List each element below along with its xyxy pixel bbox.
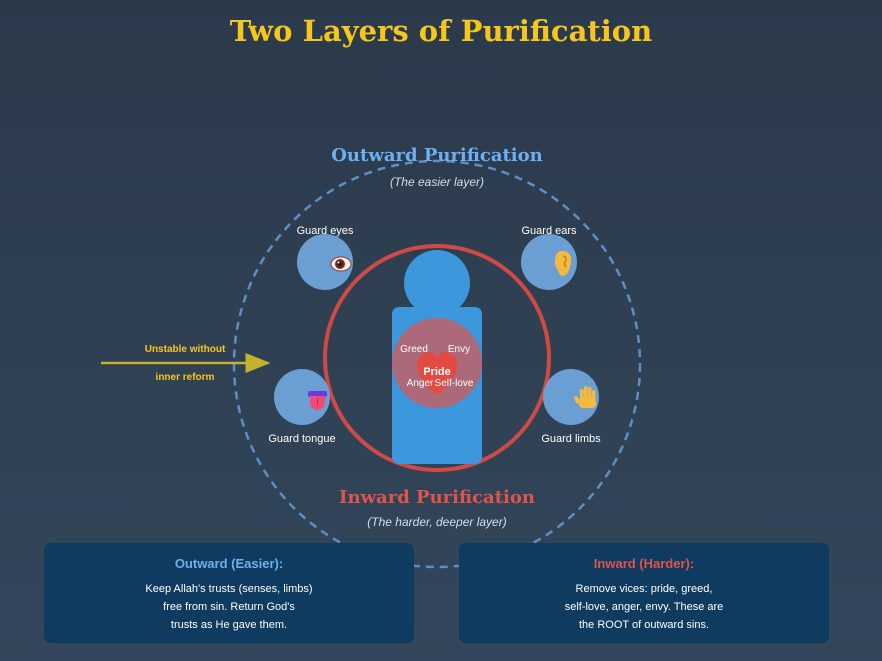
- figure-head: [404, 250, 470, 316]
- vice-anger: Anger: [407, 378, 434, 389]
- page-title: Two Layers of Purification: [229, 14, 653, 48]
- inward-box-line-2: self-love, anger, envy. These are: [564, 601, 724, 613]
- vice-greed: Greed: [400, 344, 428, 355]
- tongue-icon: [308, 391, 327, 410]
- guard-ears-item: Guard ears: [521, 225, 577, 290]
- guard-ears-label: Guard ears: [521, 225, 577, 237]
- guard-tongue-circle: [274, 369, 330, 425]
- outward-box-title: Outward (Easier):: [174, 556, 284, 571]
- guard-eyes-item: Guard eyes: [297, 225, 354, 290]
- ear-icon: [555, 251, 572, 276]
- guard-eyes-label: Guard eyes: [297, 225, 354, 237]
- vice-pride: Pride: [423, 366, 451, 378]
- guard-limbs-circle: [543, 369, 599, 425]
- inward-summary-box: Inward (Harder): Remove vices: pride, gr…: [459, 543, 829, 643]
- outward-box-line-1: Keep Allah's trusts (senses, limbs): [145, 583, 313, 595]
- hand-icon: [574, 386, 596, 408]
- heart-region: Greed Envy Pride Anger Self-love: [392, 318, 482, 408]
- guard-eyes-circle: [297, 234, 353, 290]
- vice-envy: Envy: [448, 344, 470, 355]
- guard-ears-circle: [521, 234, 577, 290]
- annotation-line-2: inner reform: [156, 372, 215, 383]
- outward-subheading: (The easier layer): [390, 175, 484, 189]
- inward-box-line-1: Remove vices: pride, greed,: [575, 583, 713, 595]
- inward-box-line-3: the ROOT of outward sins.: [578, 619, 710, 631]
- eye-icon: [330, 256, 352, 272]
- guard-tongue-label: Guard tongue: [268, 433, 335, 445]
- inward-subheading: (The harder, deeper layer): [367, 515, 506, 529]
- inward-layer-circle: [323, 244, 551, 472]
- guard-tongue-item: Guard tongue: [268, 369, 336, 445]
- outward-heading: Outward Purification: [331, 145, 542, 166]
- inward-heading: Inward Purification: [339, 487, 535, 508]
- unstable-annotation: Unstable without inner reform: [101, 344, 271, 383]
- inward-box-title: Inward (Harder):: [593, 556, 695, 571]
- annotation-line-1: Unstable without: [145, 344, 226, 355]
- outward-box-line-2: free from sin. Return God's: [163, 601, 295, 613]
- outward-box-line-3: trusts as He gave them.: [170, 619, 288, 631]
- guard-limbs-item: Guard limbs: [541, 369, 601, 445]
- outward-summary-box: Outward (Easier): Keep Allah's trusts (s…: [44, 543, 414, 643]
- guard-limbs-label: Guard limbs: [541, 433, 601, 445]
- heart-icon: [417, 352, 457, 395]
- vice-self-love: Self-love: [435, 378, 474, 389]
